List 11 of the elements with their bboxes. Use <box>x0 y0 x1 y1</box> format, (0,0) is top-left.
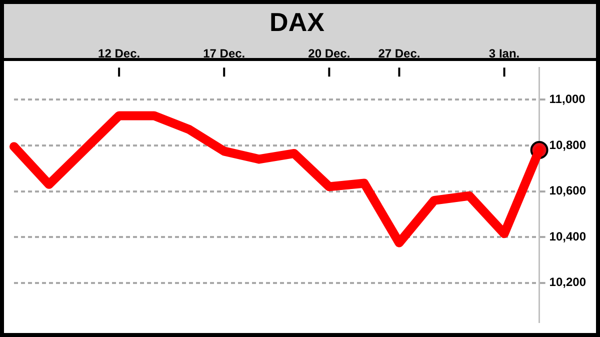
x-tick-label: 3 Ian. <box>488 46 520 61</box>
y-tick-label: 10,600 <box>549 184 586 198</box>
y-tick-label: 11,000 <box>549 92 586 106</box>
x-tick-label: 27 Dec. <box>378 46 420 61</box>
y-tick-label: 10,800 <box>549 138 586 152</box>
x-tick-label: 20 Dec. <box>308 46 350 61</box>
y-tick-label: 10,400 <box>549 229 586 244</box>
x-tick-label: 12 Dec. <box>98 46 140 61</box>
x-tick-label: 17 Dec. <box>203 46 246 61</box>
y-tick-label: 10,200 <box>549 275 586 290</box>
chart-title: DAX <box>270 6 326 37</box>
